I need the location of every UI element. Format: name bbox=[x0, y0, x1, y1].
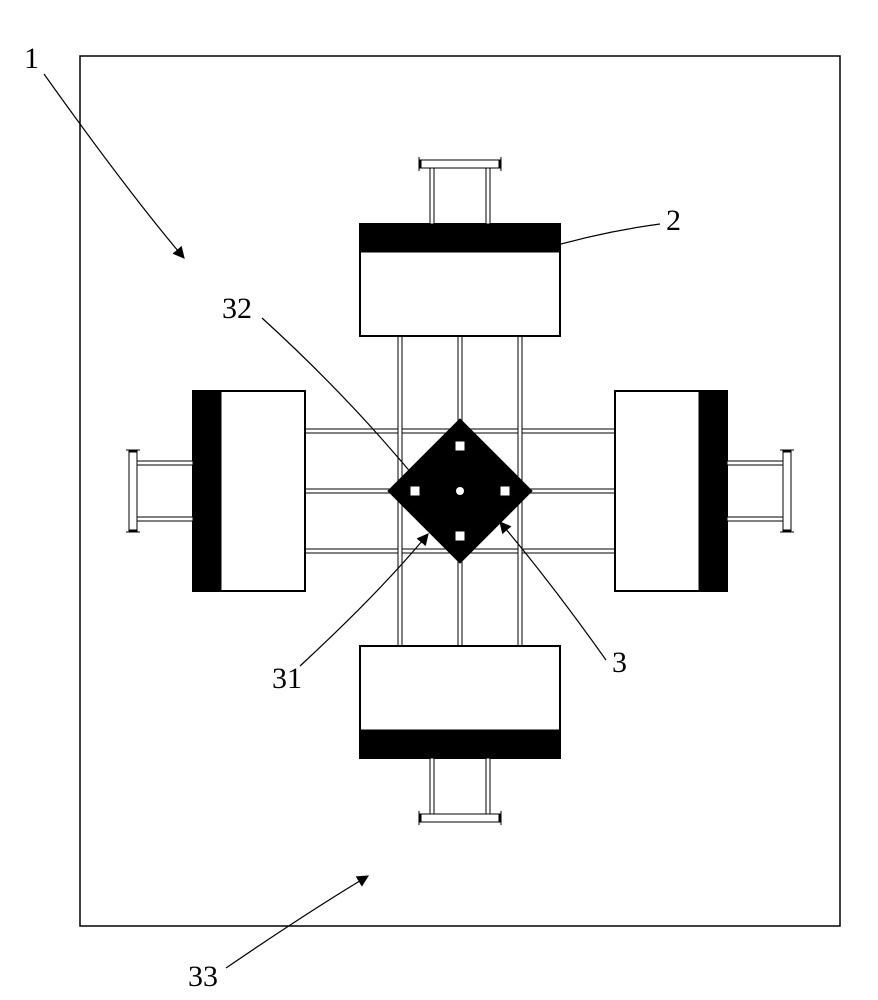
label-1: 1 bbox=[24, 42, 39, 75]
label-2: 2 bbox=[666, 204, 681, 237]
label-3: 3 bbox=[612, 646, 627, 679]
label-31: 31 bbox=[272, 662, 302, 695]
label-32: 32 bbox=[222, 292, 252, 325]
label-33: 33 bbox=[188, 960, 218, 993]
